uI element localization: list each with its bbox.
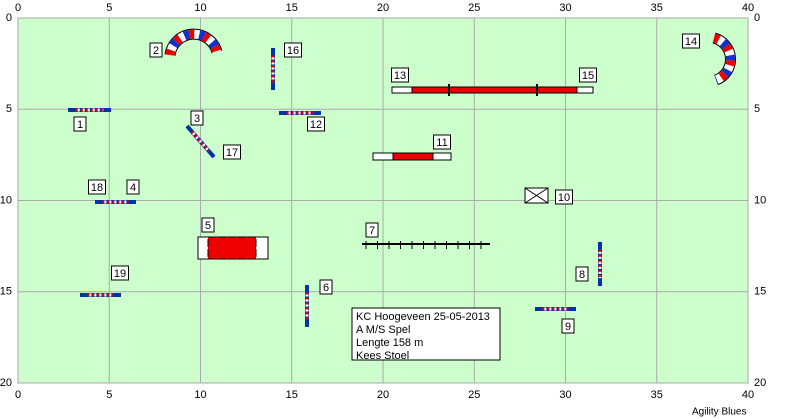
obstacle-number: 14 <box>685 36 697 48</box>
x-tick-label: 10 <box>194 389 206 401</box>
y-tick-label: 20 <box>0 377 12 389</box>
obstacle-number: 3 <box>194 113 200 125</box>
obstacle-number: 4 <box>130 182 136 194</box>
x-tick-label: 5 <box>106 2 112 14</box>
x-tick-label: 15 <box>286 389 298 401</box>
y-tick-label: 5 <box>754 103 760 115</box>
obstacle-number: 10 <box>558 192 570 204</box>
x-tick-label: 25 <box>468 2 480 14</box>
number-box <box>88 179 106 195</box>
number-box <box>319 279 333 295</box>
number-box <box>284 42 302 58</box>
obstacle-number: 9 <box>565 321 571 333</box>
number-box <box>391 67 409 83</box>
curved-tunnel <box>712 33 736 85</box>
obstacle-number: 15 <box>582 70 594 82</box>
info-line: Lengte 158 m <box>356 337 423 349</box>
number-box <box>307 116 325 132</box>
number-box <box>149 42 163 58</box>
number-box <box>575 266 589 282</box>
obstacle-number: 16 <box>287 45 299 57</box>
number-box <box>555 189 573 205</box>
number-box <box>111 265 129 281</box>
x-tick-label: 20 <box>377 389 389 401</box>
obstacle-number: 18 <box>91 182 103 194</box>
curved-tunnel <box>712 33 736 85</box>
obstacle-number: 12 <box>310 119 322 131</box>
y-tick-label: 5 <box>6 103 12 115</box>
footer: Agility Blues <box>692 407 746 418</box>
x-tick-label: 40 <box>742 389 754 401</box>
info-line: KC Hoogeveen 25-05-2013 <box>356 311 490 323</box>
number-box <box>365 222 379 238</box>
jump-bar <box>190 130 211 153</box>
y-tick-label: 10 <box>754 194 766 206</box>
y-tick-label: 20 <box>754 377 766 389</box>
curved-tunnel <box>165 29 222 56</box>
y-tick-label: 0 <box>6 12 12 24</box>
x-tick-label: 30 <box>559 2 571 14</box>
number-box <box>201 217 215 233</box>
y-tick-label: 0 <box>754 12 760 24</box>
number-box <box>561 318 575 334</box>
info-box <box>351 307 501 361</box>
x-tick-label: 30 <box>559 389 571 401</box>
jump-bar <box>190 130 211 153</box>
obstacle-number: 19 <box>114 268 126 280</box>
x-tick-label: 10 <box>194 2 206 14</box>
info-line: Kees Stoel <box>356 350 409 362</box>
x-tick-label: 40 <box>742 2 754 14</box>
y-tick-label: 10 <box>0 194 12 206</box>
obstacle-number: 13 <box>394 70 406 82</box>
number-box <box>223 144 241 160</box>
x-tick-label: 0 <box>15 2 21 14</box>
table <box>524 187 549 204</box>
obstacle-number: 6 <box>323 282 329 294</box>
dog-walk <box>411 86 578 94</box>
number-box <box>579 67 597 83</box>
number-box <box>126 179 140 195</box>
obstacle-number: 11 <box>436 137 447 149</box>
obstacle-number: 2 <box>153 45 159 57</box>
x-tick-label: 35 <box>651 389 663 401</box>
info-line: A M/S Spel <box>356 324 410 336</box>
curved-tunnel <box>165 29 222 56</box>
number-box <box>190 110 204 126</box>
wall <box>392 152 434 161</box>
x-tick-label: 15 <box>286 2 298 14</box>
number-box <box>73 116 87 132</box>
number-box <box>682 33 700 49</box>
x-tick-label: 20 <box>377 2 389 14</box>
obstacle-number: 1 <box>77 119 83 131</box>
obstacle-number: 8 <box>579 269 585 281</box>
obstacle-number: 7 <box>369 225 375 237</box>
number-box <box>433 134 451 150</box>
x-tick-label: 35 <box>651 2 663 14</box>
straight-tunnel <box>207 236 257 260</box>
x-tick-label: 5 <box>106 389 112 401</box>
x-tick-label: 0 <box>15 389 21 401</box>
obstacle-number: 17 <box>226 147 238 159</box>
x-tick-label: 25 <box>468 389 480 401</box>
y-tick-label: 15 <box>754 286 766 298</box>
obstacle-number: 5 <box>205 220 211 232</box>
y-tick-label: 15 <box>0 286 12 298</box>
